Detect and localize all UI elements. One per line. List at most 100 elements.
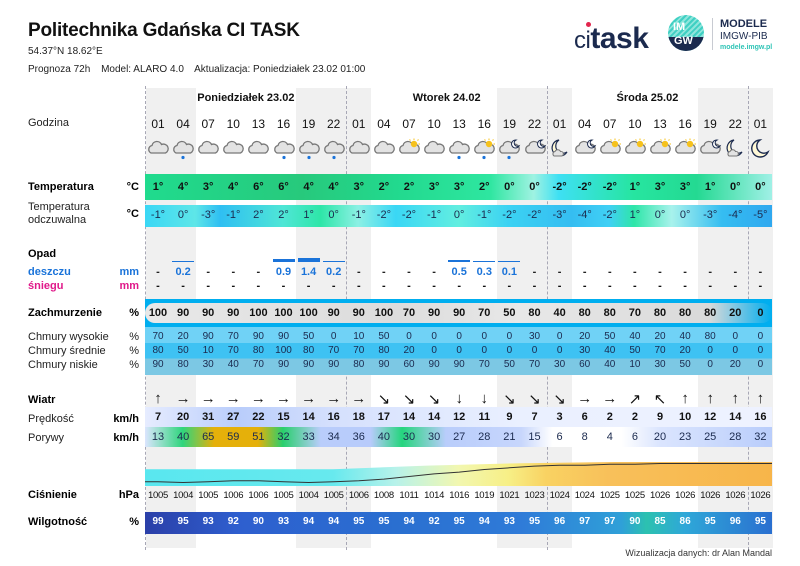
wind-direction-arrow-icon: ↑	[154, 390, 162, 407]
wind-direction-arrow-icon: ↓	[480, 390, 489, 407]
humidity-cell: 95	[177, 516, 189, 527]
cloud-mid-cell: 20	[403, 345, 415, 356]
cloud-total-cell: 50	[503, 307, 516, 319]
cloud-total-cell: 90	[352, 307, 365, 319]
snow-cell: -	[356, 280, 361, 292]
wind-gust-cell: 27	[453, 431, 466, 443]
cloud-high-cell: 90	[277, 331, 290, 342]
wind-speed-cell: 3	[556, 411, 563, 423]
feels-like-label: Temperatura	[28, 201, 90, 213]
feels-like-cell: 0°	[328, 209, 339, 221]
humidity-cell: 92	[428, 516, 440, 527]
humidity-cell: 92	[227, 516, 239, 527]
modele-url-link[interactable]: modele.imgw.pl	[720, 44, 773, 51]
cloud-total-cell: 0	[757, 307, 764, 319]
rain-label: deszczu	[28, 266, 71, 278]
wind-speed-cell: 14	[729, 411, 742, 423]
logo-divider	[712, 18, 713, 50]
imgw-logo: IM GW	[668, 15, 704, 51]
rain-cell: -	[256, 266, 261, 278]
wind-gust-label: Porywy	[28, 432, 65, 444]
cloud-high-cell: 90	[202, 331, 214, 342]
wind-gust-cell: 6	[631, 431, 638, 443]
wind-speed-cell: 11	[478, 411, 491, 423]
imgw-pib-label: IMGW-PIB	[720, 31, 768, 42]
feels-like-cell: 0°	[679, 209, 691, 221]
wind-direction-arrow-icon: ↘	[528, 391, 541, 408]
feels-like-cell: -3°	[201, 209, 216, 221]
wind-speed-label: Prędkość	[28, 413, 74, 425]
feels-like-cell: 1°	[303, 209, 314, 221]
rain-cell: -	[156, 266, 160, 278]
snow-cell: -	[607, 280, 612, 292]
humidity-label: Wilgotność	[28, 516, 88, 528]
cloud-high-cell: 40	[679, 331, 691, 342]
pressure-cell: 1016	[449, 490, 470, 501]
feels-like-cell: -4°	[577, 209, 592, 221]
humidity-cell: 97	[579, 516, 591, 527]
wind-direction-arrow-icon: ↑	[756, 390, 765, 407]
rain-bar	[473, 261, 496, 262]
wind-direction-arrow-icon: ↑	[706, 390, 714, 407]
feels-like-cell: -2°	[527, 209, 542, 221]
rain-bar	[448, 260, 471, 262]
feels-like-band	[145, 205, 772, 227]
wind-gust-cell: 32	[754, 431, 767, 443]
rain-bar	[272, 259, 295, 262]
wind-speed-cell: 14	[302, 411, 315, 423]
snow-cell: -	[156, 280, 160, 292]
cloud-total-cell: 90	[176, 307, 190, 319]
feels-like-cell: -2°	[401, 209, 417, 221]
cloud-icon	[372, 138, 396, 160]
rain-bar	[498, 261, 521, 262]
cloud-mid-cell: 40	[604, 345, 616, 356]
day-header: Poniedziałek 23.02	[197, 92, 295, 104]
wind-speed-cell: 16	[327, 411, 340, 423]
humidity-cell: 93	[503, 516, 515, 527]
cloud-mid-cell: 20	[679, 345, 691, 356]
temperature-cell: 3°	[654, 181, 666, 193]
hour-cell: 01	[552, 117, 567, 131]
cloud-icon	[146, 138, 170, 160]
humidity-cell: 99	[152, 516, 164, 527]
wind-gust-cell: 34	[327, 431, 340, 443]
cloud-mid-cell: 0	[556, 345, 563, 356]
feels-like-cell: -5°	[753, 209, 768, 221]
mid-clouds-label: Chmury średnie	[28, 345, 106, 357]
hour-cell: 13	[653, 117, 667, 131]
cloud-low-cell: 40	[604, 359, 616, 370]
rain-cell: -	[407, 266, 411, 278]
wind-direction-arrow-icon: →	[351, 390, 367, 407]
moon-cloud-icon	[723, 138, 747, 160]
cloud-mid-cell: 100	[275, 345, 292, 356]
hour-cell: 22	[327, 117, 341, 131]
cloud-icon	[196, 138, 220, 160]
hour-cell: 04	[176, 117, 190, 131]
wind-gust-cell: 4	[606, 431, 613, 443]
humidity-cell: 95	[378, 516, 390, 527]
humidity-cell: 94	[303, 516, 315, 527]
hour-cell: 10	[226, 117, 240, 131]
cloud-high-cell: 10	[353, 331, 365, 342]
feels-like-cell: 0°	[177, 209, 189, 221]
wind-speed-cell: 12	[453, 411, 466, 423]
wind-gust-cell: 15	[528, 431, 541, 443]
temperature-cell: 1°	[704, 181, 716, 193]
update-time: Aktualizacja: Poniedziałek 23.02 01:00	[194, 64, 366, 75]
low-clouds-unit: %	[129, 359, 139, 371]
cloud-total-cell: 100	[148, 307, 168, 319]
cloud-sun-icon	[397, 138, 421, 160]
cloud-low-cell: 30	[554, 359, 566, 370]
cloud-high-cell: 0	[330, 331, 337, 342]
pressure-cell: 1006	[248, 490, 269, 501]
cloud-moon-rain-icon	[497, 138, 521, 160]
cloud-total-cell: 90	[427, 307, 441, 319]
snow-cell: -	[407, 280, 411, 292]
wind-gust-cell: 8	[581, 431, 588, 443]
wind-direction-arrow-icon: →	[250, 390, 266, 407]
snow-label: śniegu	[28, 280, 64, 292]
hour-cell: 04	[377, 117, 391, 131]
humidity-cell: 85	[654, 516, 666, 527]
rain-cell: 0.9	[275, 266, 292, 278]
wind-gust-cell: 21	[503, 431, 516, 443]
